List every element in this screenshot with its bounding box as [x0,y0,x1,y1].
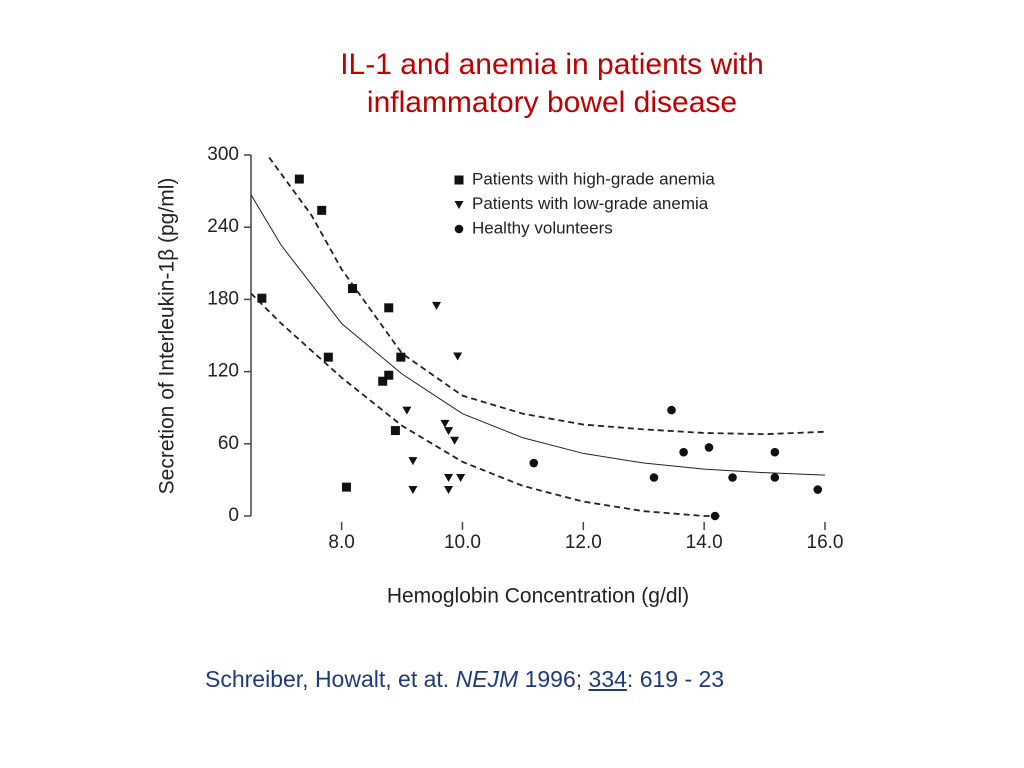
marker-square [390,426,400,436]
y-tick-label: 60 [218,433,239,454]
y-axis-label: Secretion of Interleukin-1β (pg/ml) [156,178,179,495]
marker-square [378,376,388,386]
chart: Secretion of Interleukin-1β (pg/ml) Hemo… [156,144,844,608]
x-tick-label: 16.0 [807,532,844,553]
marker-square [396,352,406,362]
y-tick-label: 120 [207,361,239,382]
y-tick-label: 180 [207,288,239,309]
marker-circle [770,473,780,482]
x-axis-label: Hemoglobin Concentration (g/dl) [387,585,689,608]
marker-triangle [454,201,464,209]
y-tick-label: 0 [228,505,239,526]
marker-circle [704,443,714,452]
marker-square [257,293,267,303]
volume: 334 [588,666,627,692]
marker-square [384,370,394,380]
slide-title: IL-1 and anemia in patients with inflamm… [0,46,1024,122]
marker-triangle [444,473,454,482]
y-tick-label: 300 [207,144,239,165]
marker-circle [667,405,676,415]
marker-circle [454,224,464,234]
marker-triangle [402,406,412,415]
x-tick-label: 12.0 [565,532,602,553]
marker-triangle [440,419,450,428]
x-tick-label: 10.0 [444,532,481,553]
marker-triangle [456,473,466,482]
legend-label: Patients with low-grade anemia [472,194,709,213]
pages: : 619 - 23 [626,666,725,692]
marker-square [341,482,351,492]
marker-circle [529,458,539,468]
marker-triangle [444,486,454,495]
fit-curve [250,292,723,517]
title-line: inflammatory bowel disease [366,86,738,119]
marker-circle [679,447,688,457]
fit-curve [250,194,826,476]
marker-square [454,175,464,185]
marker-square [317,205,327,215]
x-tick-label: 14.0 [686,532,723,553]
y-tick-label: 240 [207,216,239,237]
marker-square [384,303,394,313]
citation: Schreiber, Howalt, et at. NEJM 1996; 334… [205,666,724,693]
marker-circle [710,511,720,521]
marker-triangle [450,436,460,445]
legend-label: Patients with high-grade anemia [472,169,715,188]
year: 1996; [524,666,583,692]
fit-curve [268,156,826,436]
authors: Schreiber, Howalt, et at. [205,666,450,692]
legend-label: Healthy volunteers [472,218,613,237]
marker-circle [728,473,737,482]
marker-circle [770,447,780,457]
x-tick-label: 8.0 [328,532,354,553]
marker-triangle [408,486,418,495]
marker-triangle [444,427,454,436]
journal: NEJM [455,666,519,692]
marker-triangle [431,301,441,310]
marker-circle [813,485,823,494]
marker-square [348,284,358,294]
marker-square [323,352,333,362]
marker-circle [649,473,659,482]
marker-square [294,174,304,184]
marker-triangle [408,457,418,466]
title-line: IL-1 and anemia in patients with [340,48,764,81]
marker-triangle [453,352,463,361]
